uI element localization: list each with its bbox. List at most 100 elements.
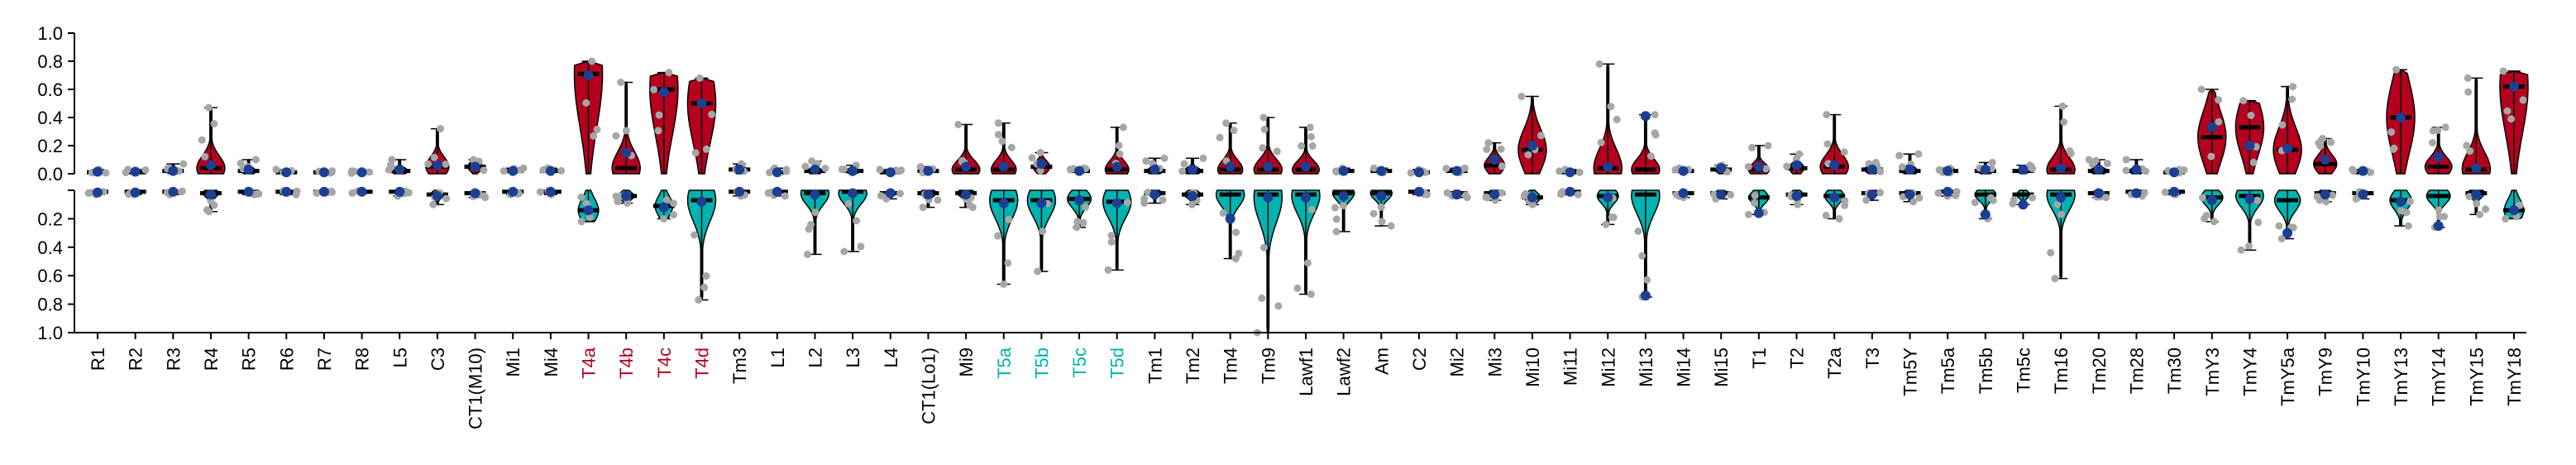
bottom-sample-dot — [2476, 210, 2484, 218]
category-label: T5c — [1069, 348, 1090, 378]
bottom-sample-dot — [2237, 246, 2245, 254]
bottom-sample-dot — [805, 225, 813, 233]
bottom-mean-dot — [1451, 189, 1462, 200]
top-sample-dot — [994, 119, 1002, 127]
bottom-sample-dot — [670, 211, 677, 219]
bottom-sample-dot — [2440, 213, 2449, 221]
bottom-sample-dot — [840, 247, 848, 256]
bottom-sample-dot — [877, 192, 885, 200]
top-sample-dot — [808, 157, 816, 165]
top-mean-dot — [1413, 167, 1424, 178]
violin-pair — [385, 156, 413, 200]
top-sample-dot — [442, 161, 450, 168]
top-y-tick-label: 0.2 — [37, 136, 63, 156]
bottom-mean-dot — [961, 189, 972, 200]
bottom-sample-dot — [2029, 194, 2037, 202]
top-sample-dot — [1914, 150, 1923, 158]
bottom-mean-dot — [1338, 190, 1349, 201]
top-mean-dot — [205, 160, 216, 170]
bottom-sample-dot — [2473, 199, 2481, 208]
top-sample-dot — [1895, 151, 1904, 160]
top-sample-dot — [2122, 166, 2130, 175]
top-sample-dot — [655, 111, 663, 119]
bottom-mean-dot — [1716, 189, 1727, 200]
violin-pair — [1593, 60, 1623, 228]
bottom-mean-dot — [998, 198, 1009, 209]
bottom-sample-dot — [691, 231, 699, 239]
category-label: Mi9 — [956, 348, 977, 376]
category-label: Mi15 — [1711, 348, 1732, 387]
top-sample-dot — [350, 167, 358, 175]
bottom-sample-dot — [2057, 210, 2065, 218]
top-sample-dot — [593, 125, 601, 133]
violin-pair — [1710, 161, 1735, 203]
category-label: Tm5a — [1938, 347, 1958, 394]
bottom-y-tick-label: 0.2 — [37, 209, 63, 229]
category-label: TmY5a — [2277, 347, 2298, 406]
top-sample-dot — [691, 149, 700, 157]
bottom-mean-dot — [394, 186, 405, 197]
violin-pair — [499, 164, 528, 199]
top-sample-dot — [1370, 164, 1378, 172]
top-sample-dot — [2349, 167, 2358, 175]
top-sample-dot — [2464, 88, 2473, 96]
top-sample-dot — [1260, 125, 1269, 133]
top-y-tick-label: 0.8 — [37, 51, 63, 72]
top-sample-dot — [2207, 152, 2215, 161]
top-mean-dot — [772, 167, 782, 178]
bottom-mean-dot — [1225, 213, 1235, 224]
bottom-sample-dot — [1745, 210, 1752, 218]
top-sample-dot — [1748, 143, 1756, 151]
bottom-mean-dot — [432, 190, 442, 201]
violin-pair — [1442, 164, 1471, 202]
top-sample-dot — [1762, 165, 1770, 173]
bottom-mean-dot — [885, 188, 896, 199]
bottom-mean-dot — [1603, 192, 1613, 203]
bottom-mean-dot — [1489, 189, 1500, 200]
top-sample-dot — [272, 165, 280, 174]
top-sample-dot — [650, 85, 658, 93]
top-mean-dot — [961, 161, 972, 172]
violin-pair — [237, 156, 263, 199]
top-sample-dot — [1160, 154, 1169, 162]
top-mean-dot — [923, 165, 934, 176]
top-mean-dot — [1980, 164, 1991, 175]
bottom-mean-dot — [2471, 189, 2482, 200]
violin-pair — [2122, 156, 2150, 200]
category-label: R5 — [239, 348, 260, 371]
top-mean-dot — [1791, 160, 1802, 170]
bottom-sample-dot — [2322, 198, 2330, 206]
violin-pair — [84, 165, 110, 199]
bottom-sample-dot — [2253, 196, 2262, 204]
top-mean-dot — [1829, 160, 1840, 170]
violin-pair — [951, 121, 981, 212]
top-sample-dot — [1651, 129, 1659, 137]
top-sample-dot — [2463, 141, 2471, 150]
top-sample-dot — [665, 69, 673, 77]
bottom-mean-dot — [583, 205, 594, 216]
violin-pair — [313, 167, 337, 197]
top-sample-dot — [179, 160, 188, 168]
top-mean-dot — [2206, 122, 2217, 132]
bottom-sample-dot — [1909, 198, 1918, 206]
violin-pair — [196, 103, 226, 216]
bottom-mean-dot — [1678, 188, 1689, 199]
bottom-sample-dot — [2402, 209, 2411, 217]
top-mean-dot — [356, 167, 367, 178]
top-sample-dot — [387, 163, 395, 171]
top-sample-dot — [1222, 119, 1231, 127]
category-labels: R1 R2 R3 R4 R5 R6 R7 R8 L5 C3 CT1(M10) Mi1 Mi4 T4a T4b… — [88, 347, 2525, 429]
top-sample-dot — [204, 103, 213, 112]
top-mean-dot — [696, 98, 707, 108]
top-sample-dot — [2327, 138, 2335, 146]
bottom-mean-dot — [810, 189, 820, 200]
top-mean-dot — [1678, 165, 1689, 176]
bottom-mean-dot — [2509, 205, 2519, 216]
top-sample-dot — [590, 132, 598, 140]
bottom-sample-dot — [1140, 194, 1149, 203]
category-label: T4a — [579, 347, 600, 379]
violin-pair — [1631, 111, 1661, 301]
top-y-tick-label: 1.0 — [37, 23, 63, 44]
top-sample-dot — [801, 162, 810, 170]
